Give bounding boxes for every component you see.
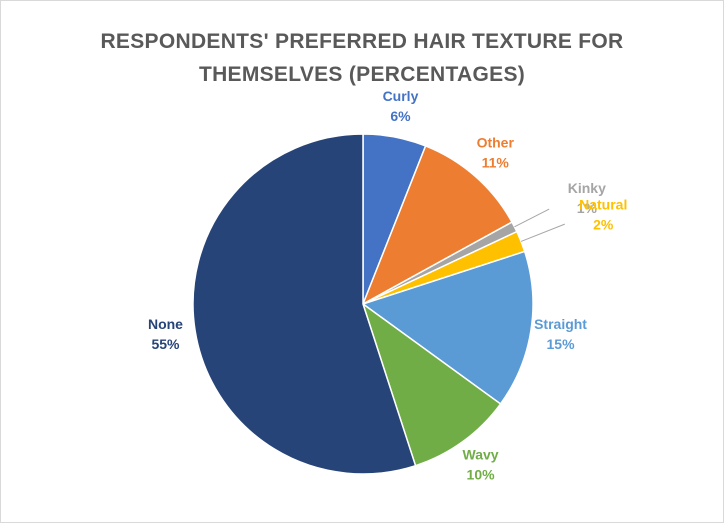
data-label-value: 10% bbox=[467, 467, 496, 483]
pie-slice bbox=[361, 302, 502, 467]
data-label-name: Other bbox=[477, 135, 515, 151]
data-label-value: 6% bbox=[390, 108, 411, 124]
data-label-value: 15% bbox=[547, 336, 576, 352]
data-label-name: Wavy bbox=[463, 447, 499, 463]
data-label-name: Natural bbox=[579, 197, 627, 213]
leader-line bbox=[520, 223, 565, 242]
data-label-value: 2% bbox=[593, 217, 614, 233]
pie-slice bbox=[192, 133, 417, 475]
data-label-value: 55% bbox=[151, 336, 180, 352]
pie-slice bbox=[361, 144, 513, 306]
data-label-name: Kinky bbox=[568, 180, 606, 196]
data-label-name: Curly bbox=[383, 88, 419, 104]
pie-slice bbox=[361, 250, 534, 405]
leader-line bbox=[514, 208, 550, 228]
data-label-value: 11% bbox=[482, 155, 510, 171]
data-label-name: Straight bbox=[534, 316, 587, 332]
data-label-name: None bbox=[148, 316, 183, 332]
chart-title: RESPONDENTS' PREFERRED HAIR TEXTURE FOR … bbox=[100, 30, 624, 86]
data-label-value: 1% bbox=[577, 200, 598, 216]
